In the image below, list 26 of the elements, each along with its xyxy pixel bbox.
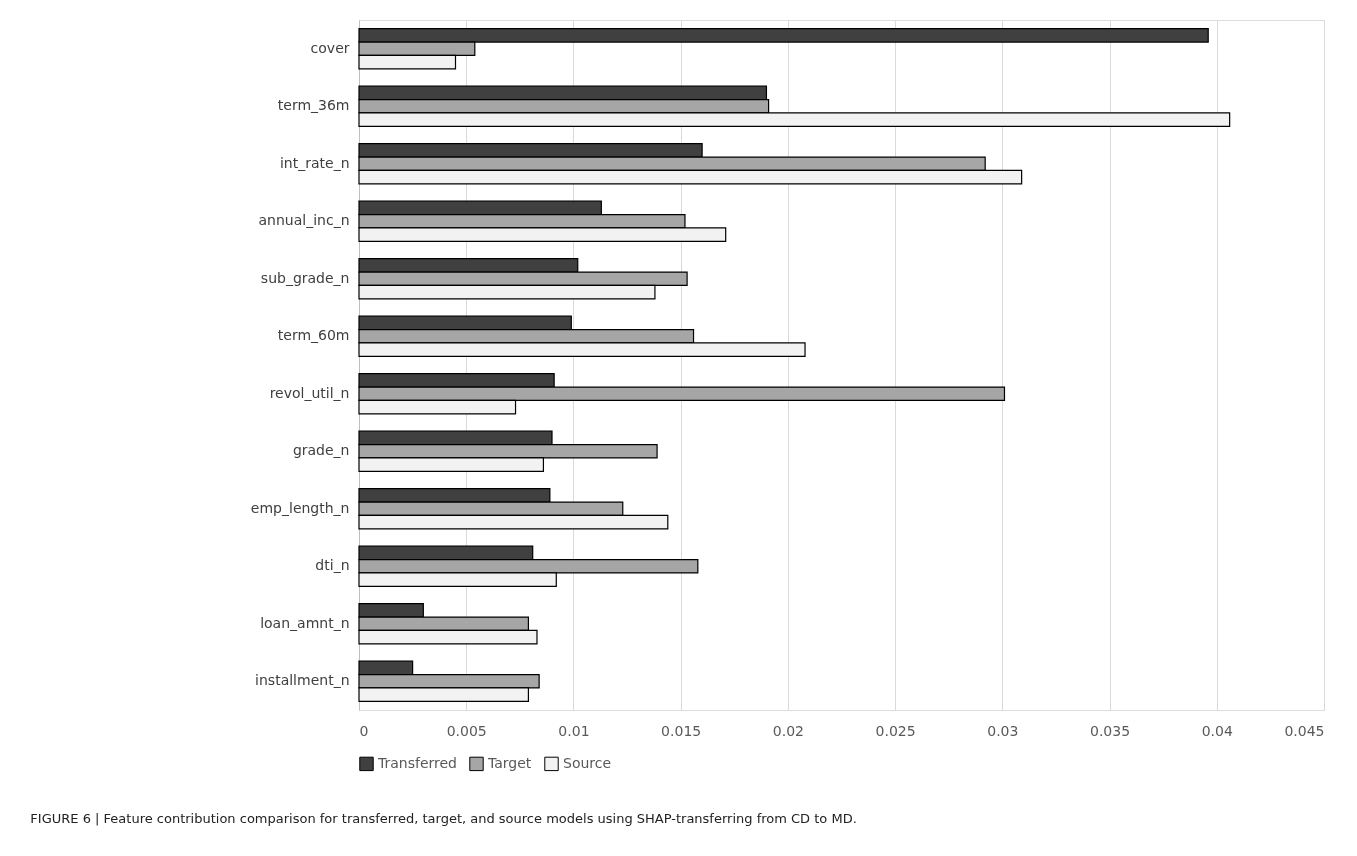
x-tick-label: 0.04 <box>1201 722 1233 739</box>
x-tick-label: 0.01 <box>558 722 590 739</box>
y-tick-label: loan_amnt_n <box>260 614 350 631</box>
y-tick-label: installment_n <box>255 672 350 689</box>
legend-label: Transferred <box>377 754 457 771</box>
y-tick-label: grade_n <box>292 442 350 459</box>
x-tick-label: 0.02 <box>772 722 804 739</box>
y-tick-label: emp_length_n <box>250 499 350 516</box>
y-tick-label: annual_inc_n <box>258 212 350 229</box>
legend-label: Target <box>487 754 532 771</box>
x-tick-label: 0.025 <box>875 722 916 739</box>
y-tick-label: int_rate_n <box>279 154 350 171</box>
y-tick-label: dti_n <box>315 557 350 574</box>
y-tick-label: revol_util_n <box>269 384 350 401</box>
legend-label: Source <box>563 754 612 771</box>
y-tick-label: sub_grade_n <box>260 269 350 286</box>
x-tick-label: 0.015 <box>661 722 702 739</box>
x-tick-label: 0.045 <box>1284 722 1325 739</box>
x-tick-label: 0 <box>359 722 369 739</box>
x-tick-label: 0.005 <box>446 722 487 739</box>
y-tick-label: cover <box>310 39 350 56</box>
caption: FIGURE 6 | Feature contribution comparison for transferred, target, and source models using SHAP-transferring from CD to MD. <box>30 811 857 826</box>
x-tick-label: 0.03 <box>987 722 1019 739</box>
x-tick-label: 0.035 <box>1090 722 1131 739</box>
y-tick-label: term_60m <box>277 327 350 344</box>
y-tick-label: term_36m <box>277 97 350 114</box>
